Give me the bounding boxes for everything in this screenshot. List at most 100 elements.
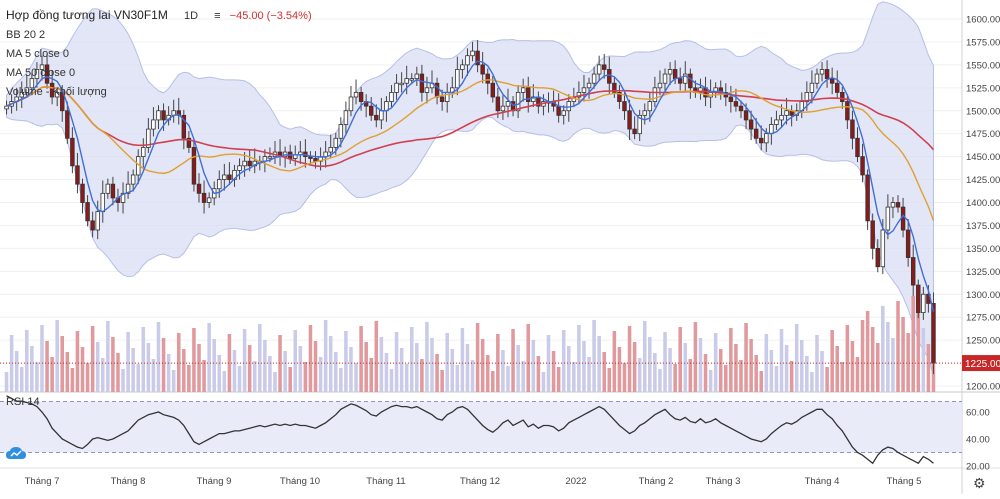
volume-bar xyxy=(607,368,612,392)
legend-ma5[interactable]: MA 5 close 0 xyxy=(6,48,69,60)
volume-bar xyxy=(308,325,313,392)
candle xyxy=(399,82,404,86)
volume-bar xyxy=(896,301,900,392)
candle xyxy=(748,119,754,130)
candle xyxy=(348,96,354,112)
volume-bar xyxy=(242,329,247,392)
price-tick-label: 1425.00 xyxy=(966,175,1000,186)
candle xyxy=(500,105,506,112)
volume-bar xyxy=(582,341,586,392)
volume-bar xyxy=(278,335,282,392)
volume-bar xyxy=(799,340,804,392)
volume-bar xyxy=(85,363,90,392)
price-tick-label: 1550.00 xyxy=(966,60,1000,71)
candle xyxy=(784,110,789,116)
volume-bar xyxy=(303,362,308,392)
volume-bar xyxy=(252,361,257,392)
candle xyxy=(191,147,197,185)
volume-bar xyxy=(116,353,120,392)
candle xyxy=(890,202,896,208)
volume-bar xyxy=(622,363,627,392)
volume-bar xyxy=(430,338,434,392)
volume-bar xyxy=(617,347,622,392)
candle xyxy=(333,137,338,148)
candle xyxy=(602,64,607,70)
cloud-logo-icon[interactable] xyxy=(6,446,26,460)
last-price-label: 1225.00 xyxy=(965,359,1000,370)
volume-bar xyxy=(658,369,662,392)
candle xyxy=(369,105,374,116)
volume-bar xyxy=(526,324,531,392)
candle xyxy=(490,82,496,98)
candle xyxy=(151,119,156,130)
volume-bar xyxy=(845,325,850,392)
volume-bar xyxy=(176,333,181,392)
volume-bar xyxy=(222,371,227,392)
volume-bar xyxy=(572,362,576,392)
volume-bar xyxy=(435,354,439,392)
volume-bar xyxy=(359,326,363,392)
volume-bar xyxy=(166,354,171,392)
volume-bar xyxy=(227,334,232,392)
volume-bar xyxy=(875,343,880,392)
volume-bar xyxy=(688,359,693,392)
candle xyxy=(100,192,105,213)
ma50-line xyxy=(6,85,935,168)
volume-bar xyxy=(187,365,191,392)
interval-label[interactable]: 1D xyxy=(183,10,199,22)
volume-bar xyxy=(713,333,718,392)
candle xyxy=(414,73,420,80)
candle xyxy=(439,96,445,102)
candle xyxy=(637,114,642,135)
rsi-line xyxy=(6,395,934,465)
volume-bar xyxy=(161,338,166,392)
volume-bar xyxy=(860,320,865,392)
candle xyxy=(875,247,880,268)
candle xyxy=(829,78,835,84)
volume-bar xyxy=(202,360,206,392)
legend-volume[interactable]: Volume - Khối lượng xyxy=(6,86,107,98)
candle xyxy=(424,87,430,93)
volume-bar xyxy=(40,325,44,392)
candle xyxy=(156,110,161,121)
candle xyxy=(774,119,779,125)
candle xyxy=(465,55,470,66)
candle xyxy=(855,137,860,158)
rsi-label[interactable]: RSI 14 xyxy=(6,396,40,408)
candle xyxy=(895,202,901,208)
volume-bar xyxy=(693,322,698,392)
volume-bar xyxy=(384,353,389,392)
candle xyxy=(607,69,612,84)
volume-bar xyxy=(592,320,596,392)
volume-bar xyxy=(718,349,723,392)
volume-bar xyxy=(19,367,24,392)
candle xyxy=(374,114,379,121)
volume-bar xyxy=(50,357,54,392)
volume-bar xyxy=(232,350,237,392)
symbol-title[interactable]: Hợp đồng tương lai VN30F1M xyxy=(6,8,168,22)
x-tick-label: Tháng 2 xyxy=(639,476,674,487)
legend-ma50[interactable]: MA 50 close 0 xyxy=(6,67,76,79)
candle xyxy=(683,73,688,84)
volume-bar xyxy=(404,364,409,392)
price-tick-label: 1250.00 xyxy=(966,336,1000,347)
candle xyxy=(328,147,333,153)
volume-bar xyxy=(328,336,333,392)
candle xyxy=(738,105,744,112)
volume-bar xyxy=(349,347,353,392)
volume-bar xyxy=(394,332,399,392)
volume-bar xyxy=(90,326,95,392)
candle xyxy=(900,206,906,231)
candle xyxy=(201,192,207,203)
candle xyxy=(910,257,916,286)
volume-bar xyxy=(475,323,480,392)
candle xyxy=(870,220,875,249)
legend-bb[interactable]: BB 20 2 xyxy=(6,29,46,41)
volume-bar xyxy=(587,357,591,392)
settings-gear-icon[interactable]: ⚙ xyxy=(973,475,986,491)
equals-icon[interactable]: ≡ xyxy=(214,10,221,22)
volume-bar xyxy=(171,370,176,392)
candle xyxy=(515,92,521,112)
volume-bar xyxy=(566,346,571,392)
